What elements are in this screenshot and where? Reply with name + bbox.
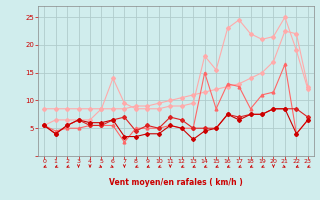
X-axis label: Vent moyen/en rafales ( km/h ): Vent moyen/en rafales ( km/h )	[109, 178, 243, 187]
